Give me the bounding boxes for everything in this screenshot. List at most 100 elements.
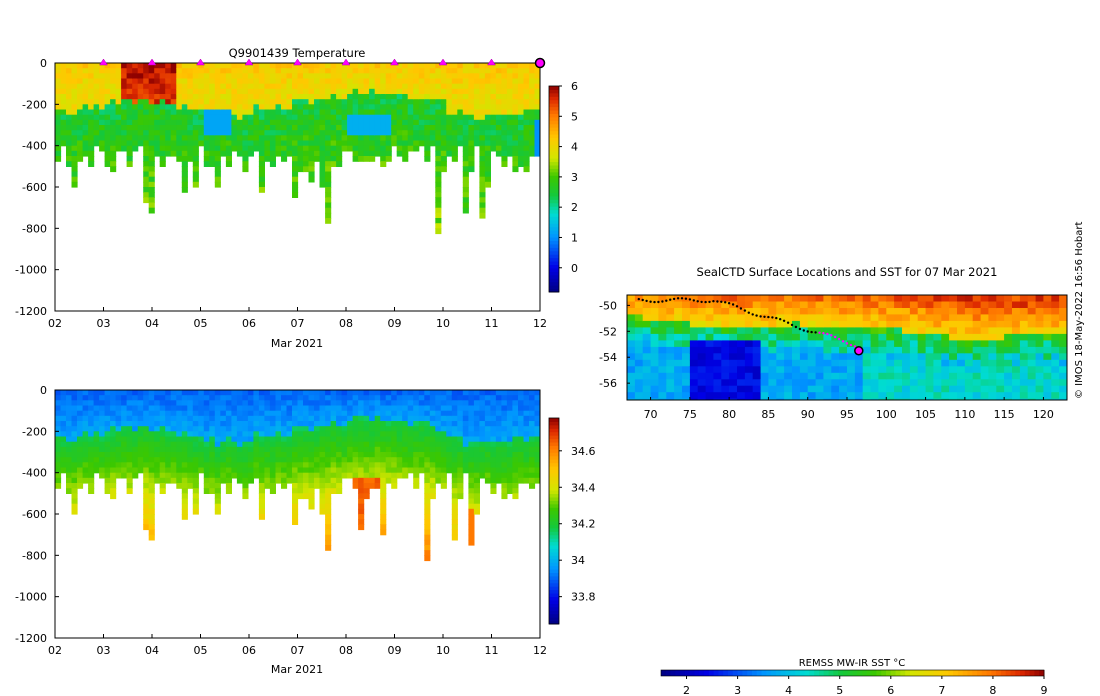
- heatmap-cell: [258, 426, 265, 432]
- heatmap-cell: [214, 140, 221, 147]
- heatmap-cell: [115, 436, 122, 443]
- heatmap-cell: [413, 145, 420, 152]
- heatmap-cell: [319, 395, 326, 401]
- heatmap-cell: [143, 166, 150, 173]
- heatmap-cell: [446, 109, 453, 116]
- track-point: [814, 331, 817, 334]
- sst-cell: [705, 353, 715, 361]
- heatmap-cell: [143, 119, 150, 126]
- sst-cell: [988, 327, 997, 335]
- heatmap-cell: [308, 125, 315, 131]
- heatmap-cell: [110, 109, 117, 116]
- sst-cell: [799, 340, 809, 348]
- heatmap-cell: [258, 395, 265, 401]
- sst-cell: [980, 372, 990, 380]
- heatmap-cell: [303, 125, 310, 131]
- heatmap-cell: [115, 472, 122, 479]
- sst-cell: [878, 392, 887, 400]
- heatmap-cell: [534, 145, 540, 152]
- sst-cell: [996, 372, 1005, 380]
- heatmap-cell: [71, 457, 78, 463]
- heatmap-cell: [258, 88, 265, 95]
- heatmap-cell: [495, 83, 502, 90]
- heatmap-cell: [132, 467, 139, 474]
- heatmap-cell: [413, 483, 420, 489]
- heatmap-cell: [462, 161, 469, 167]
- heatmap-cell: [451, 514, 458, 520]
- sst-cell: [792, 340, 801, 348]
- heatmap-cell: [473, 63, 480, 69]
- heatmap-cell: [192, 109, 199, 116]
- heatmap-cell: [71, 410, 78, 417]
- sst-cell: [862, 314, 872, 322]
- sst-cell: [1004, 398, 1013, 400]
- heatmap-cell: [330, 410, 337, 417]
- heatmap-cell: [148, 493, 155, 500]
- heatmap-cell: [236, 467, 243, 474]
- heatmap-cell: [247, 94, 254, 100]
- heatmap-cell: [165, 410, 172, 417]
- track-point: [704, 300, 707, 304]
- heatmap-cell: [358, 498, 365, 505]
- heatmap-cell: [363, 436, 370, 443]
- sst-cell: [634, 366, 644, 374]
- heatmap-cell: [82, 83, 89, 90]
- sst-cell: [650, 346, 660, 354]
- heatmap-cell: [325, 441, 332, 448]
- heatmap-cell: [369, 130, 376, 136]
- heatmap-cell: [506, 477, 513, 484]
- heatmap-cell: [303, 109, 310, 116]
- heatmap-cell: [440, 161, 447, 167]
- heatmap-cell: [358, 99, 365, 105]
- heatmap-cell: [281, 477, 288, 484]
- heatmap-cell: [143, 524, 150, 531]
- heatmap-cell: [495, 390, 502, 396]
- sst-cell: [682, 372, 691, 380]
- heatmap-cell: [325, 99, 332, 105]
- heatmap-cell: [264, 150, 271, 157]
- colorbar-segment: [549, 589, 559, 594]
- heatmap-cell: [203, 410, 210, 417]
- heatmap-cell: [369, 431, 376, 438]
- heatmap-cell: [242, 99, 249, 105]
- heatmap-cell: [281, 452, 288, 458]
- heatmap-cell: [104, 73, 111, 80]
- heatmap-cell: [358, 130, 365, 136]
- heatmap-cell: [534, 135, 540, 142]
- sst-cell: [815, 340, 825, 348]
- heatmap-cell: [534, 114, 540, 121]
- temperature-x-axis: 02 03 04 05 06 07 08 09 10 11 12: [48, 307, 547, 330]
- heatmap-cell: [523, 125, 530, 131]
- heatmap-cell: [380, 99, 387, 105]
- heatmap-cell: [269, 119, 276, 126]
- heatmap-cell: [154, 63, 161, 69]
- heatmap-cell: [484, 421, 491, 427]
- heatmap-cell: [159, 457, 166, 463]
- heatmap-cell: [264, 94, 271, 100]
- heatmap-cell: [363, 135, 370, 142]
- sst-cell: [831, 308, 840, 316]
- heatmap-cell: [308, 161, 315, 167]
- heatmap-cell: [330, 150, 337, 157]
- heatmap-cell: [258, 78, 265, 85]
- sst-cell: [917, 366, 927, 374]
- sst-cell: [721, 372, 730, 380]
- heatmap-cell: [363, 68, 370, 74]
- sst-cell: [823, 308, 832, 316]
- y-tick-label: -54: [599, 351, 617, 364]
- heatmap-cell: [220, 395, 227, 401]
- heatmap-cell: [518, 73, 525, 80]
- heatmap-cell: [341, 119, 348, 126]
- heatmap-cell: [148, 150, 155, 157]
- heatmap-cell: [269, 400, 276, 407]
- heatmap-cell: [286, 73, 293, 80]
- heatmap-cell: [242, 405, 249, 412]
- heatmap-cell: [247, 104, 254, 111]
- sst-cell: [713, 398, 722, 400]
- heatmap-cell: [225, 477, 232, 484]
- heatmap-cell: [529, 477, 536, 484]
- heatmap-cell: [435, 192, 442, 198]
- heatmap-cell: [330, 477, 337, 484]
- heatmap-cell: [534, 88, 540, 95]
